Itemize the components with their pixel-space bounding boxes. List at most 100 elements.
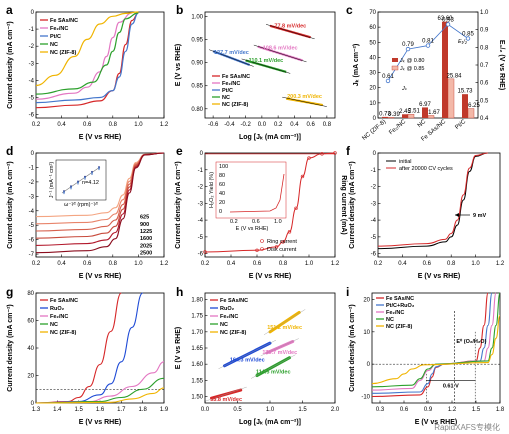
panel-g-xtick-label: 1.7 <box>117 407 126 413</box>
panel-h-tafel-slope: 164.3 mV/dec <box>230 357 265 363</box>
panel-i-xtick-label: 1.5 <box>472 407 481 413</box>
panel-h-xtick-label: 0.0 <box>201 407 210 413</box>
panel-g-xtick-label: 1.4 <box>53 407 62 413</box>
panel-a-ticks: 0.2 0.4 0.6 0.8 1.0 1.2 0 -1 -2 -3 -4 -5 -6 <box>29 10 169 128</box>
panel-c-ytick-left-label: 60 <box>369 25 376 31</box>
panel-i-ticks: 0.3 0.6 0.9 1.2 1.5 1.8 20 10 0 -10 <box>361 297 505 413</box>
panel-f-ytick-label: -1 <box>371 168 377 174</box>
panel-h-ytick-label: 1.55 <box>191 378 203 384</box>
panel-d-inset-n: n=4.12 <box>82 180 99 186</box>
panel-g-curve-5 <box>35 387 165 404</box>
panel-b-ticks: -0.6 -0.4 -0.2 0.0 0.2 0.4 0.6 0.8 0.80 0.85 0.90 0… <box>191 15 331 128</box>
panel-c-jk080-value: 63.60 <box>437 16 453 22</box>
panel-a-legend-label: Pt/C <box>50 34 61 40</box>
panel-h-fit-line-1 <box>205 386 247 402</box>
panel-e-curves <box>203 151 337 254</box>
panel-g-xtick-label: 1.8 <box>138 407 147 413</box>
panel-h-ylabel: E (V vs RHE) <box>175 327 182 369</box>
panel-c-ytick-left-label: 10 <box>369 101 376 107</box>
panel-a-xtick-label: 1.0 <box>134 122 143 128</box>
panel-i-gap-label: 0.61 V <box>443 383 459 389</box>
panel-b-ytick-label: 0.95 <box>191 38 203 44</box>
panel-g-ytick-label: 20 <box>27 374 34 380</box>
panel-i-xlabel: E (V vs RHE) <box>415 419 457 426</box>
panel-c-ytick-right-label: 0.8 <box>480 45 489 51</box>
panel-c-e12-value: 0.61 <box>382 74 394 80</box>
panel-b-xtick-label: 0.6 <box>306 122 315 128</box>
panel-d-xtick-label: 1.2 <box>160 261 169 267</box>
panel-c-jk085-value: 25.84 <box>446 73 462 79</box>
panel-a-xtick-label: 0.8 <box>109 122 118 128</box>
panel-b-legend-label: Fe₂/NC <box>222 81 240 87</box>
panel-c-legend-label: Jₖ @ 0.85 <box>400 66 424 72</box>
panel-a-legend-label: NC (ZIF-8) <box>50 50 76 56</box>
panel-e-xtick-label: 1.2 <box>331 261 340 267</box>
panel-d-ytick-label: 0 <box>31 151 35 157</box>
panel-d-inset-point <box>84 178 86 180</box>
panel-e-ytick-label: -3 <box>198 201 204 207</box>
panel-c-category-label: Fe₂/NC <box>388 119 407 137</box>
panel-c-bar-jk085 <box>427 115 435 119</box>
panel-g-xlabel: E (V vs RHE) <box>79 419 121 426</box>
panel-d-ytick-label: -3 <box>29 194 35 200</box>
panel-e-inset-ytick: 80 <box>219 173 225 179</box>
panel-b-ytick-label: 0.90 <box>191 61 203 67</box>
panel-d-ytick-label: -1 <box>29 165 35 171</box>
panel-c-ytick-right-label: 0.4 <box>480 116 489 122</box>
panel-c-ytick-right-label: 0.9 <box>480 28 489 34</box>
panel-d-curves <box>35 152 165 254</box>
panel-c-category-label: NC (ZIF-8) <box>361 119 387 142</box>
panel-i-label: i <box>346 285 349 299</box>
panel-i-frame <box>371 292 501 404</box>
panel-i-ytick-label: 20 <box>363 297 370 303</box>
panel-c-jk085-value: 0.39 <box>388 112 400 118</box>
panel-g-curve-4 <box>35 377 165 404</box>
panel-e-legend: Ring current Disk current Ring current (mA… <box>260 175 347 253</box>
panel-c: c Jₖ (mA cm⁻²) E₁/₂ (V vs RHE) 0 10 20 30 40… <box>346 3 505 143</box>
panel-g-label: g <box>6 285 13 299</box>
panel-e-ticks: 0.2 0.4 0.6 0.8 1.0 1.2 0 -1 -2 -3 -4 -5 -6 <box>198 151 340 267</box>
panel-f-legend-label: initial <box>399 159 412 165</box>
panel-a-xtick-label: 0.6 <box>83 122 92 128</box>
panel-c-category-label: NC <box>417 119 428 130</box>
panel-f: f E (V vs RHE) Current density (mA cm⁻²)… <box>346 144 505 280</box>
panel-e-disk-marker <box>307 156 311 160</box>
panel-a-xtick-label: 0.4 <box>57 122 66 128</box>
panel-e-disk-marker <box>333 151 337 155</box>
panel-e-inset-xlabel: E (V vs RHE) <box>236 226 269 232</box>
panel-b-fit-line-2 <box>253 44 307 63</box>
panel-d-xtick-label: 0.4 <box>57 261 66 267</box>
panel-a-frame <box>35 11 165 119</box>
panel-f-ytick-label: 0 <box>373 151 377 157</box>
panel-i-ytick-label: 10 <box>363 330 370 336</box>
panel-h-legend-label: Fe SAs/NC <box>220 298 248 304</box>
panel-e-inset-frame <box>215 161 287 219</box>
panel-f-frame <box>377 152 501 258</box>
panel-a-xtick-label: 1.2 <box>160 122 169 128</box>
panel-g-legend-label: NC <box>50 322 58 328</box>
panel-f-xtick-label: 1.0 <box>471 261 480 267</box>
panel-e-xtick-label: 0.2 <box>201 261 210 267</box>
panel-g-ylabel: Current density (mA cm⁻²) <box>7 304 14 391</box>
panel-h-xlabel: Log [Jₖ (mA cm⁻²)] <box>239 419 301 426</box>
panel-c-legend-swatch <box>391 65 399 71</box>
panel-e-disk-marker <box>281 240 285 244</box>
panel-h-ytick-label: 1.75 <box>191 314 203 320</box>
panel-e-disk-marker <box>203 250 207 254</box>
panel-i-xtick-label: 1.2 <box>448 407 457 413</box>
panel-b-tafel-slope: 77.8 mV/dec <box>274 24 306 30</box>
panel-a: a E (V vs RHE) Current density (mA cm⁻²)… <box>6 3 169 141</box>
panel-d-ytick-label: -4 <box>29 209 35 215</box>
panel-d-inset-point <box>70 187 72 190</box>
panel-e-xlabel: E (V vs RHE) <box>249 273 291 280</box>
panel-a-ytick-label: -4 <box>29 78 35 84</box>
panel-a-ytick-label: -6 <box>29 113 35 119</box>
panel-d-ytick-label: -7 <box>29 252 35 258</box>
panel-i-xtick-label: 0.6 <box>400 407 409 413</box>
panel-i-xtick-label: 1.8 <box>496 407 505 413</box>
panel-i-curve-5 <box>371 315 501 385</box>
panel-e-legend-label: Disk current <box>267 247 297 253</box>
